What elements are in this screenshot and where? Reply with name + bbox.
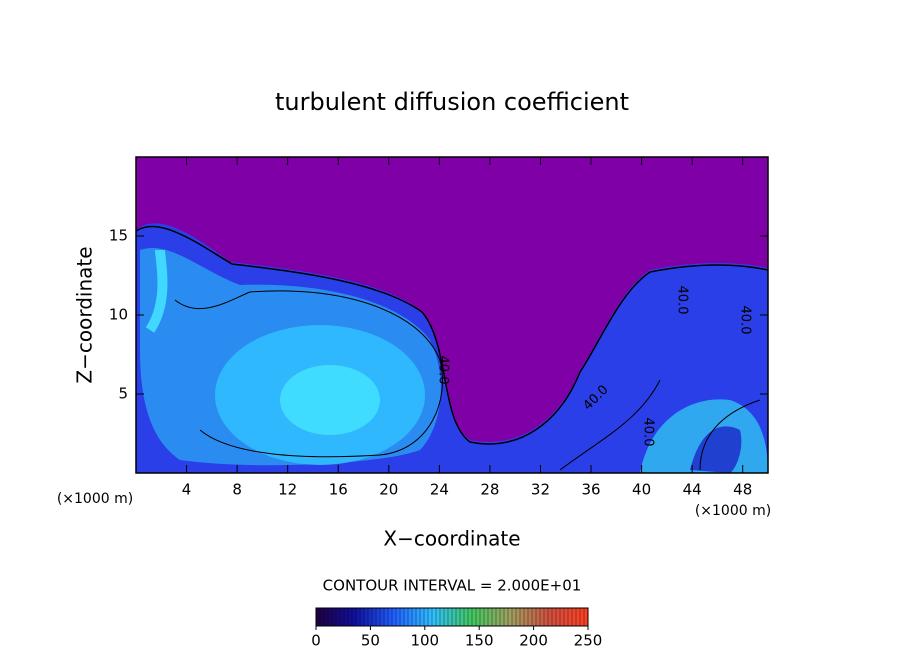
- field: [136, 157, 768, 473]
- colorbar-tick-label: 100: [410, 632, 439, 650]
- x-tick-label: 8: [232, 481, 242, 499]
- x-tick-label: 32: [531, 481, 550, 499]
- y-tick-label: 5: [118, 385, 128, 403]
- colorbar-tick-label: 200: [519, 632, 548, 650]
- contour-label: 40.0: [436, 356, 451, 385]
- axis-unit: (×1000 m): [695, 503, 771, 519]
- x-axis-label: X−coordinate: [383, 527, 520, 551]
- x-tick-label: 28: [480, 481, 499, 499]
- colorbar-tick-label: 150: [465, 632, 494, 650]
- x-tick-label: 48: [733, 481, 752, 499]
- contour-label: 40.0: [641, 418, 656, 447]
- colorbar-tick-label: 0: [311, 632, 321, 650]
- x-tick-label: 20: [379, 481, 398, 499]
- colorbar-tick-label: 250: [574, 632, 603, 650]
- axis-unit: (×1000 m): [57, 491, 133, 507]
- x-tick-label: 36: [581, 481, 600, 499]
- colorbar-tick-label: 50: [361, 632, 380, 650]
- x-tick-label: 44: [683, 481, 702, 499]
- x-tick-label: 12: [278, 481, 297, 499]
- y-tick-label: 10: [109, 306, 128, 324]
- y-axis-label: Z−coordinate: [73, 246, 97, 383]
- contour-interval: CONTOUR INTERVAL = 2.000E+01: [323, 577, 582, 595]
- contour-label: 40.0: [738, 306, 753, 335]
- x-tick-label: 24: [430, 481, 449, 499]
- y-tick-label: 15: [109, 227, 128, 245]
- contour-label: 40.0: [675, 286, 690, 315]
- x-tick-label: 40: [632, 481, 651, 499]
- colorbar: [315, 607, 589, 627]
- x-tick-label: 16: [329, 481, 348, 499]
- x-tick-label: 4: [182, 481, 192, 499]
- chart-title: turbulent diffusion coefficient: [275, 88, 629, 116]
